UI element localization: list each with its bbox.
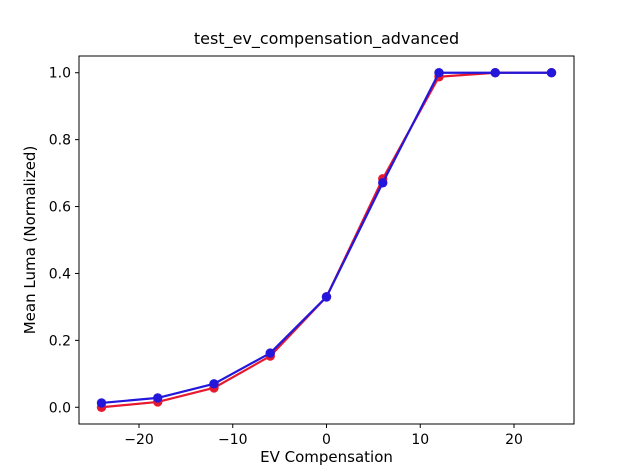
x-axis-label: EV Compensation — [260, 448, 393, 466]
y-axis-label: Mean Luma (Normalized) — [21, 146, 39, 335]
x-tick-label: −10 — [218, 432, 248, 448]
x-tick-label: 20 — [505, 432, 523, 448]
chart-title: test_ev_compensation_advanced — [194, 29, 459, 49]
blue-series-marker — [265, 348, 275, 358]
y-tick-label: 0.0 — [49, 400, 71, 416]
x-tick-label: 10 — [411, 432, 429, 448]
blue-series-marker — [378, 178, 388, 188]
y-tick-label: 0.8 — [49, 133, 71, 149]
blue-series-marker — [153, 393, 163, 403]
blue-series-marker — [434, 68, 444, 78]
plot-area-border — [78, 55, 575, 425]
y-tick-label: 0.6 — [49, 200, 71, 216]
y-tick-label: 0.2 — [49, 333, 71, 349]
red-series-line — [100, 71, 553, 409]
blue-series-marker — [96, 398, 107, 408]
blue-series-marker — [490, 68, 500, 78]
x-tick-label: −20 — [124, 432, 154, 448]
blue-series-line — [100, 71, 553, 405]
y-tick-label: 1.0 — [49, 66, 71, 82]
x-tick-label: 0 — [322, 432, 331, 448]
blue-series-marker — [209, 379, 219, 389]
blue-series-marker — [321, 292, 332, 302]
data-series — [96, 68, 557, 412]
y-axis-ticks: 0.0 0.2 0.4 0.6 0.8 1.0 — [49, 66, 79, 416]
blue-series-marker — [546, 68, 557, 78]
x-axis-ticks: −20 −10 0 10 20 — [124, 424, 523, 448]
y-tick-label: 0.4 — [49, 266, 71, 282]
